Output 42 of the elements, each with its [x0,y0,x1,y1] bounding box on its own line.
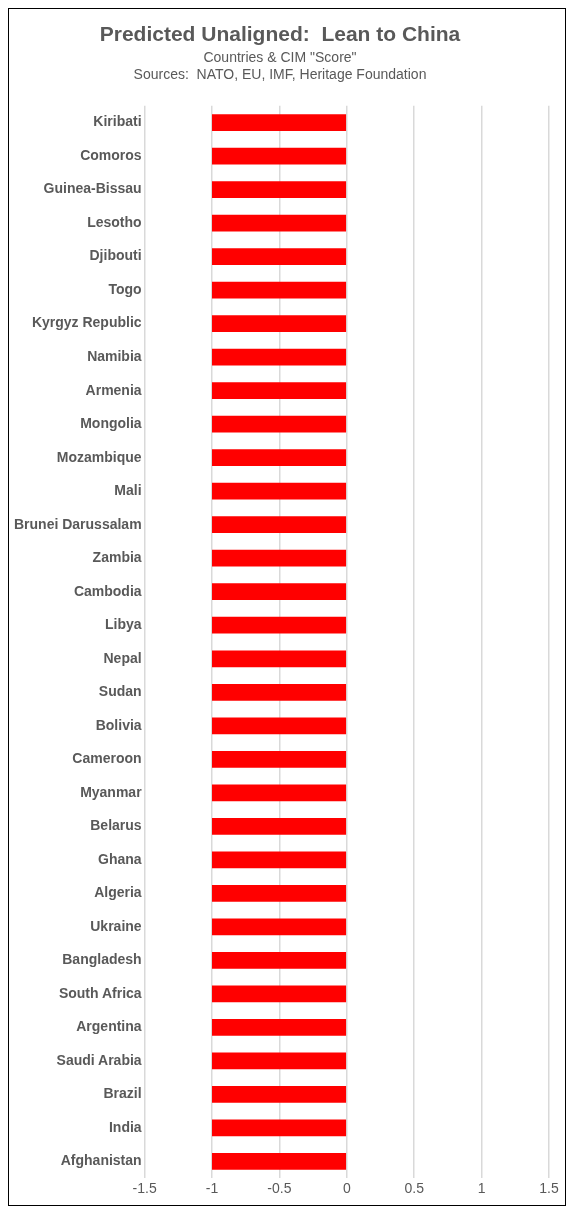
y-tick-label: Lesotho [87,213,142,230]
y-tick-label: Kyrgyz Republic [31,314,142,331]
y-tick-label: Sudan [98,683,142,700]
y-tick-label: Argentina [76,1018,142,1035]
y-tick-label: India [108,1118,142,1135]
y-tick-label: Cameroon [72,750,142,767]
y-tick-label: Guinea-Bissau [43,180,142,197]
y-tick-label: Namibia [87,348,142,364]
y-tick-label: Togo [108,280,142,297]
y-tick-label: Ghana [98,850,142,867]
y-tick-label: Mali [114,482,142,499]
y-tick-label: Brunei Darussalam [14,515,142,532]
x-tick-label: -1 [205,1180,219,1197]
y-tick-label: Mozambique [56,448,142,465]
y-tick-label: Kiribati [93,113,142,130]
x-tick-label: 1 [477,1180,486,1197]
y-tick-label: Afghanistan [60,1152,142,1169]
y-tick-label: Bangladesh [62,951,142,968]
y-tick-label: Saudi Arabia [56,1051,142,1068]
x-tick-label: 0 [342,1180,351,1197]
y-tick-label: Armenia [85,381,142,398]
chart-subtitle: Countries & CIM "Score" [203,49,357,66]
y-tick-label: Djibouti [89,247,142,264]
source-note: Sources: NATO, EU, IMF, Heritage Foundation [133,66,427,83]
y-tick-label: Ukraine [90,917,142,934]
x-tick-label: -0.5 [267,1180,292,1197]
y-tick-label: Comoros [80,146,142,163]
y-tick-label: South Africa [58,984,142,1001]
y-tick-label: Mongolia [80,415,142,432]
y-tick-label: Belarus [90,817,142,834]
y-tick-label: Myanmar [80,783,143,800]
y-tick-label: Libya [105,616,142,633]
x-tick-label: 0.5 [404,1180,425,1197]
y-tick-label: Bolivia [95,716,142,733]
y-tick-label: Zambia [92,549,142,566]
y-tick-label: Cambodia [73,582,142,599]
chart-title: Predicted Unaligned: Lean to China [99,22,461,46]
y-tick-label: Nepal [103,649,142,666]
x-tick-label: -1.5 [132,1180,157,1197]
y-tick-label: Algeria [94,884,142,901]
y-tick-label: Brazil [103,1085,142,1102]
x-tick-label: 1.5 [539,1180,559,1197]
